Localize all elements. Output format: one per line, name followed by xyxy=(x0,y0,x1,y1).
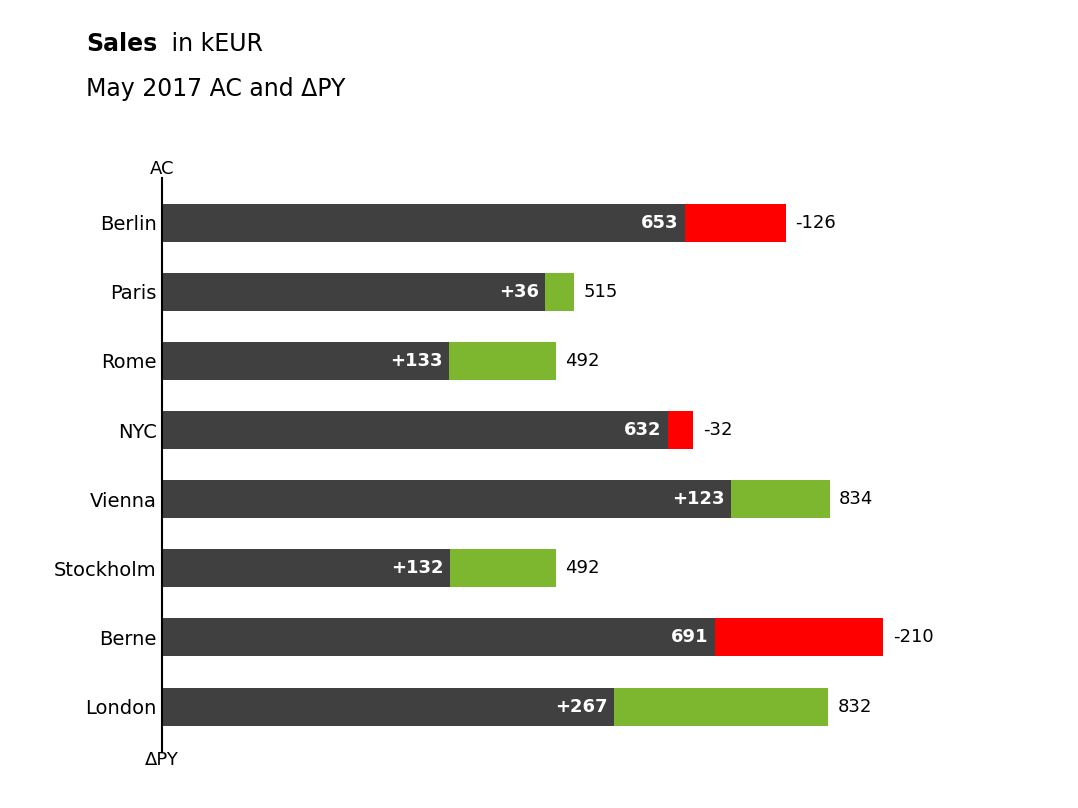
Text: -32: -32 xyxy=(703,421,733,439)
Text: 834: 834 xyxy=(839,490,873,508)
Text: 832: 832 xyxy=(838,697,872,716)
Bar xyxy=(162,618,715,656)
Text: ΔPY: ΔPY xyxy=(144,751,179,769)
Bar xyxy=(667,411,693,449)
Text: AC: AC xyxy=(150,160,174,178)
Text: 691: 691 xyxy=(672,629,708,646)
Text: +123: +123 xyxy=(673,490,724,508)
Bar xyxy=(450,549,555,587)
Text: Sales: Sales xyxy=(86,32,157,57)
Bar xyxy=(162,411,667,449)
Text: +36: +36 xyxy=(499,283,539,301)
Text: -126: -126 xyxy=(796,213,835,232)
Bar xyxy=(715,618,883,656)
Bar xyxy=(614,688,828,726)
Text: 632: 632 xyxy=(624,421,662,439)
Bar xyxy=(162,688,828,726)
Bar xyxy=(162,204,685,242)
Text: 492: 492 xyxy=(565,559,599,577)
Text: May 2017 AC and ΔPY: May 2017 AC and ΔPY xyxy=(86,77,346,101)
Text: in kEUR: in kEUR xyxy=(164,32,263,57)
Bar xyxy=(685,204,786,242)
Text: +132: +132 xyxy=(391,559,443,577)
Text: -210: -210 xyxy=(893,629,934,646)
Text: +133: +133 xyxy=(390,352,443,370)
Bar xyxy=(162,480,830,518)
Bar xyxy=(450,342,555,380)
Bar xyxy=(545,273,575,311)
Bar xyxy=(162,273,575,311)
Text: 492: 492 xyxy=(565,352,599,370)
Bar xyxy=(731,480,830,518)
Text: 653: 653 xyxy=(640,213,678,232)
Text: 515: 515 xyxy=(583,283,618,301)
Text: +267: +267 xyxy=(555,697,608,716)
Bar xyxy=(162,549,555,587)
Bar xyxy=(162,342,555,380)
